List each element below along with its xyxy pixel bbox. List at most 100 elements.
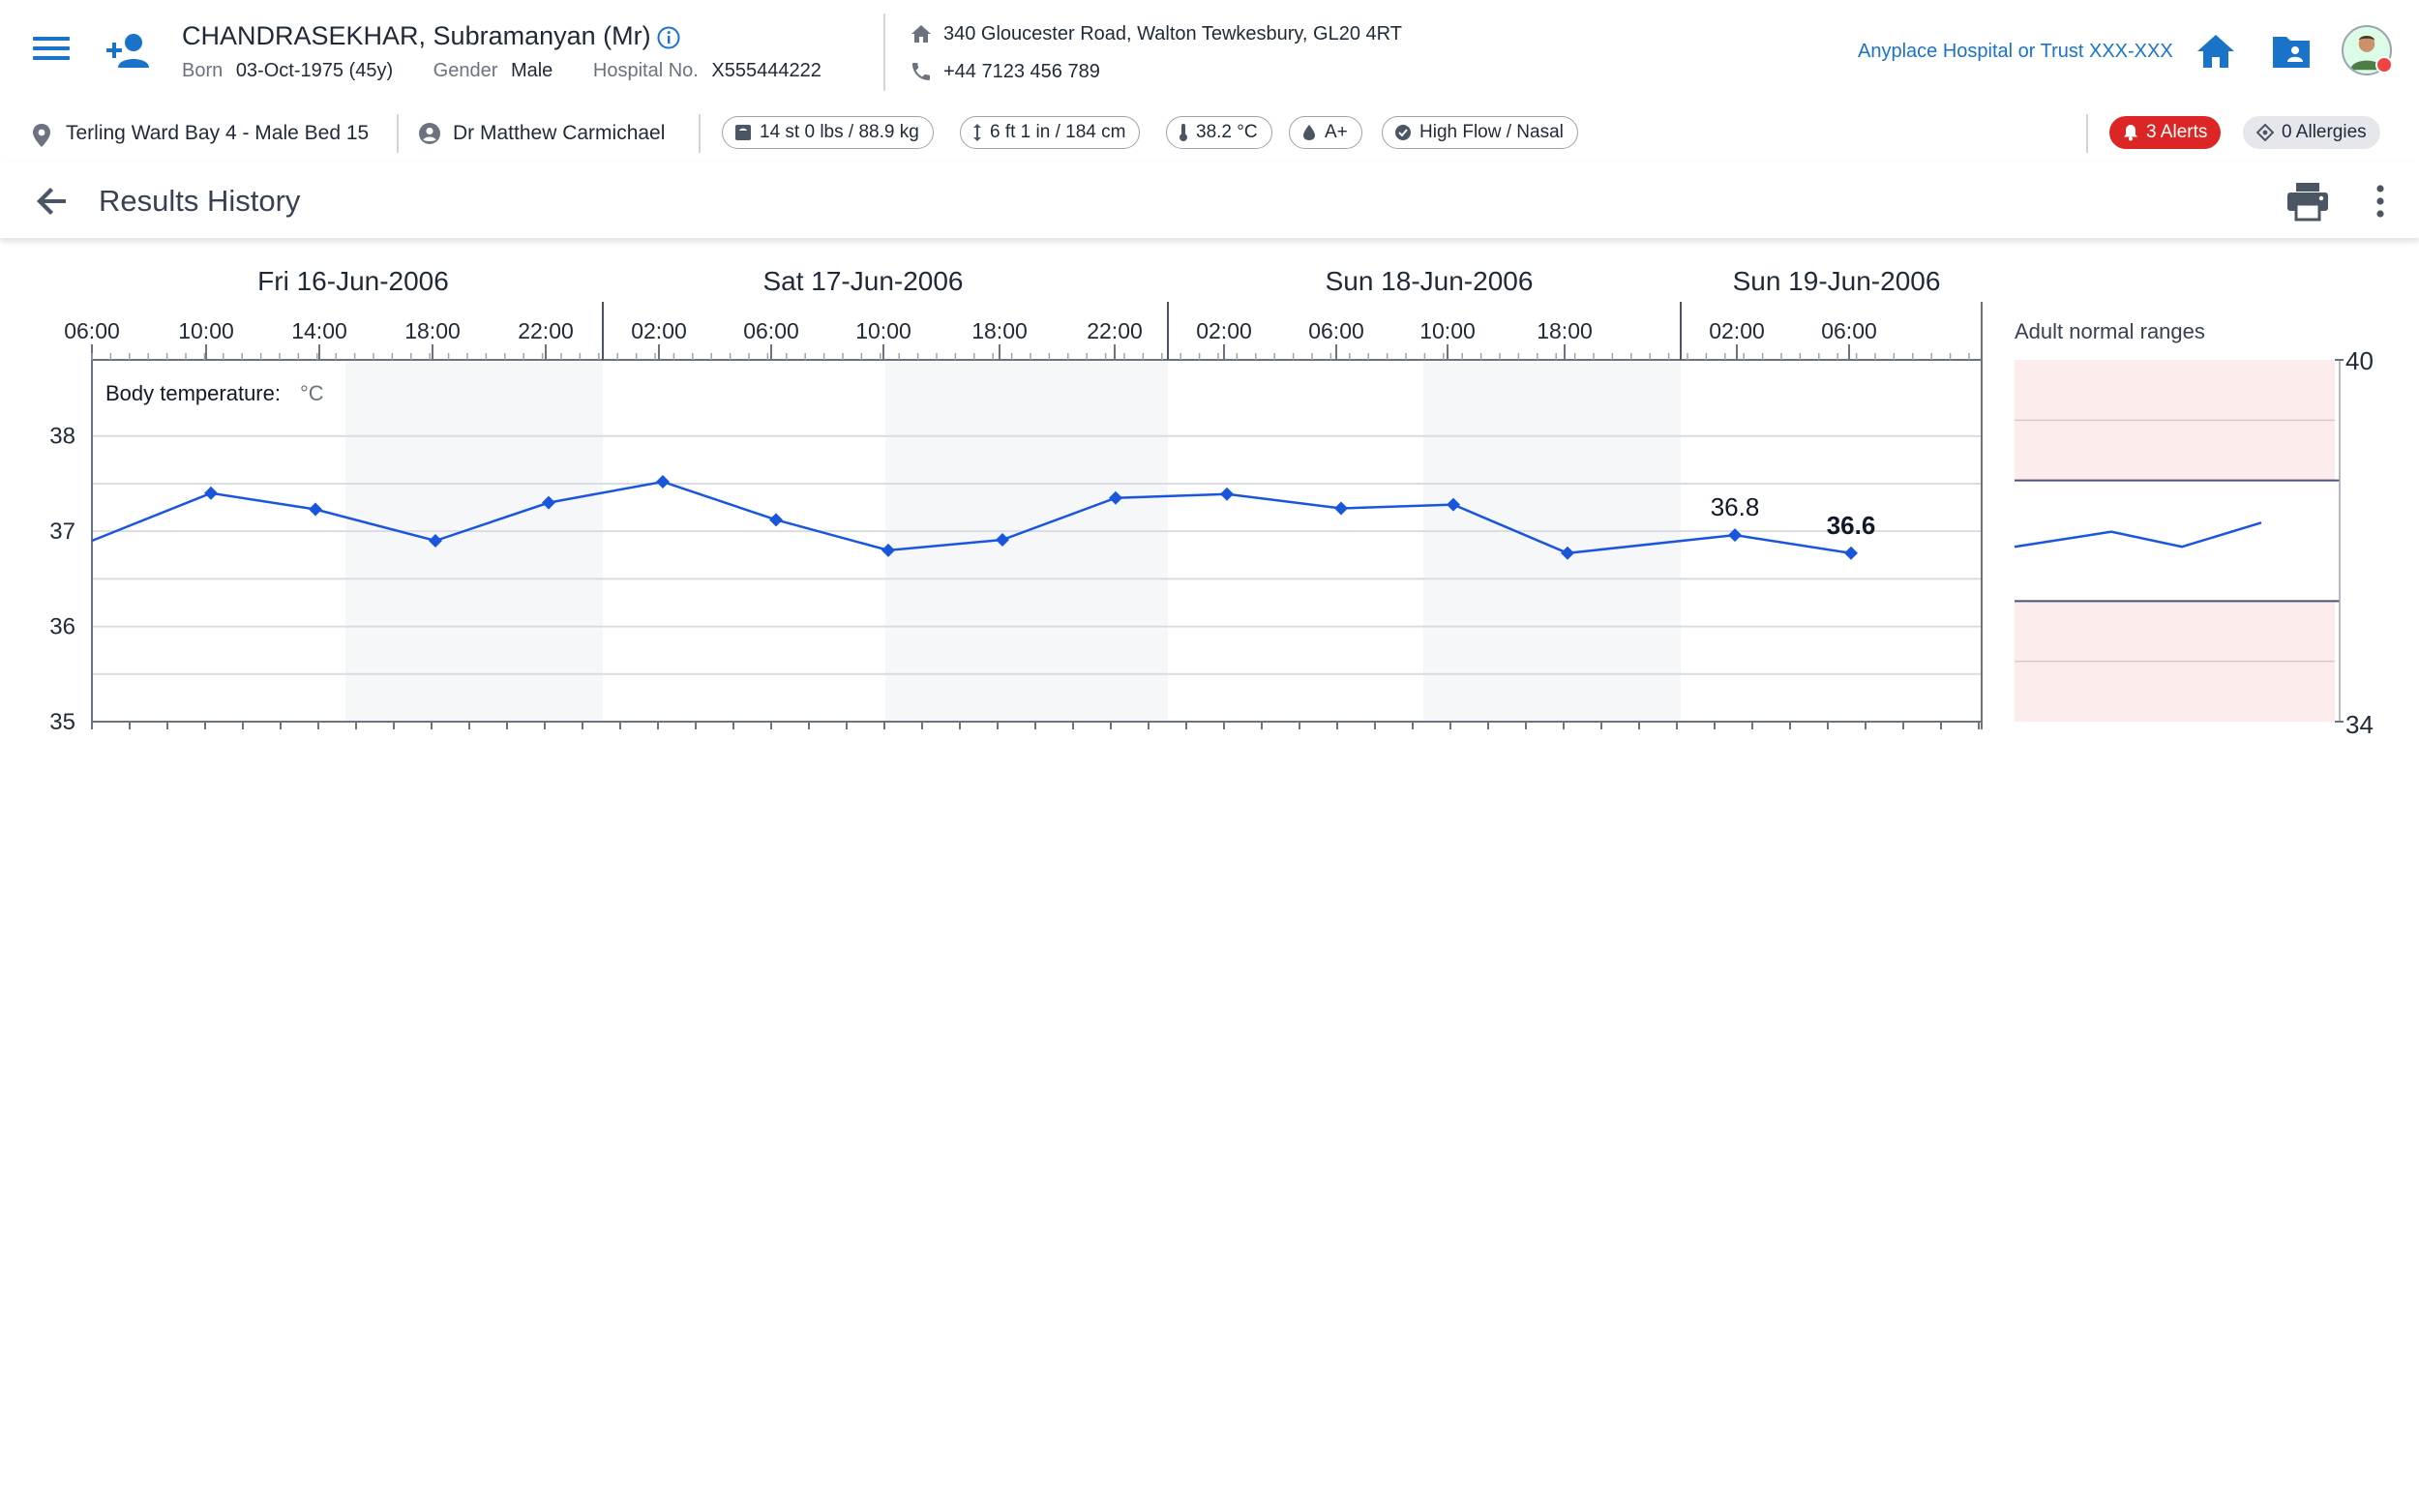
scale-icon — [735, 125, 751, 140]
data-point — [656, 474, 670, 489]
time-tick-label: 18:00 — [971, 318, 1028, 343]
chart-unit: °C — [300, 381, 324, 405]
back-arrow-icon[interactable] — [33, 182, 72, 221]
data-point — [1447, 497, 1460, 512]
divider — [2086, 114, 2088, 153]
avatar-icon — [2350, 36, 2383, 71]
status-dot — [2375, 56, 2393, 74]
time-tick-label: 02:00 — [1709, 318, 1765, 343]
divider — [699, 114, 701, 153]
time-band — [885, 360, 1168, 722]
data-point — [996, 533, 1009, 548]
ward-location: Terling Ward Bay 4 - Male Bed 15 — [66, 122, 370, 144]
bell-icon — [2124, 125, 2137, 141]
weight-value: 14 st 0 lbs / 88.9 kg — [760, 122, 919, 142]
thermometer-icon — [1180, 124, 1187, 141]
data-point — [309, 502, 322, 517]
range-max-label: 40 — [2345, 346, 2374, 375]
location-pin-icon — [33, 124, 50, 147]
day-label: Fri 16-Jun-2006 — [257, 266, 449, 296]
attending-doctor: Dr Matthew Carmichael — [453, 122, 666, 144]
y-tick-label: 38 — [49, 424, 75, 450]
check-circle-icon — [1395, 125, 1411, 140]
data-point — [429, 534, 442, 548]
data-point — [1844, 546, 1858, 560]
data-point — [542, 495, 555, 510]
height-value: 6 ft 1 in / 184 cm — [990, 122, 1126, 142]
range-sparkline — [2014, 521, 2262, 548]
alerts-badge[interactable]: 3 Alerts — [2109, 116, 2222, 149]
time-tick-label: 10:00 — [1419, 318, 1476, 343]
patient-name: CHANDRASEKHAR, Subramanyan (Mr) — [182, 21, 651, 50]
born-label: Born — [182, 60, 224, 81]
data-point — [1220, 487, 1234, 501]
oxygen-value: High Flow / Nasal — [1419, 122, 1564, 142]
blood-type-value: A+ — [1325, 122, 1348, 142]
oxygen-chip[interactable]: High Flow / Nasal — [1382, 116, 1578, 149]
temperature-chip[interactable]: 38.2 °C — [1166, 116, 1272, 149]
info-icon[interactable] — [656, 25, 681, 50]
weight-chip[interactable]: 14 st 0 lbs / 88.9 kg — [722, 116, 934, 149]
blood-drop-icon — [1303, 125, 1315, 140]
data-point — [1728, 528, 1742, 543]
time-tick-label: 22:00 — [518, 318, 574, 343]
patient-header: CHANDRASEKHAR, Subramanyan (Mr) Born 03-… — [0, 0, 2419, 106]
data-point — [769, 513, 783, 527]
divider — [397, 114, 399, 153]
phone-icon — [912, 63, 930, 80]
gender-label: Gender — [433, 60, 498, 81]
page-title: Results History — [99, 184, 301, 218]
patient-folder-icon[interactable] — [2270, 31, 2313, 72]
organisation-link[interactable]: Anyplace Hospital or Trust XXX-XXX — [1858, 41, 2173, 62]
allergies-badge[interactable]: 0 Allergies — [2243, 116, 2380, 149]
doctor-icon — [419, 123, 440, 144]
patient-demographics: Born 03-Oct-1975 (45y) Gender Male Hospi… — [182, 60, 821, 82]
time-tick-label: 02:00 — [631, 318, 687, 343]
print-icon[interactable] — [2285, 180, 2330, 222]
time-tick-label: 18:00 — [404, 318, 461, 343]
y-tick-label: 37 — [49, 519, 75, 545]
height-icon — [973, 124, 981, 141]
add-person-icon[interactable] — [105, 29, 153, 74]
time-tick-label: 14:00 — [291, 318, 347, 343]
y-tick-label: 36 — [49, 614, 75, 640]
hospital-no-value: X555444222 — [711, 60, 821, 81]
day-label: Sun 19-Jun-2006 — [1733, 266, 1941, 296]
time-tick-label: 06:00 — [1308, 318, 1364, 343]
height-chip[interactable]: 6 ft 1 in / 184 cm — [960, 116, 1141, 149]
time-tick-label: 06:00 — [1821, 318, 1877, 343]
time-band — [345, 360, 603, 722]
alerts-label: 3 Alerts — [2146, 122, 2208, 142]
time-tick-label: 02:00 — [1196, 318, 1252, 343]
home-icon[interactable] — [2195, 31, 2237, 72]
day-label: Sat 17-Jun-2006 — [762, 266, 963, 296]
menu-icon[interactable] — [29, 31, 74, 75]
born-value: 03-Oct-1975 (45y) — [235, 60, 394, 81]
time-tick-label: 10:00 — [178, 318, 234, 343]
hospital-no-label: Hospital No. — [592, 60, 699, 81]
data-point — [204, 486, 218, 500]
divider — [883, 14, 885, 91]
chart-title: Body temperature: — [105, 381, 281, 405]
gender-value: Male — [510, 60, 553, 81]
temperature-series-line — [91, 480, 1852, 555]
time-tick-label: 06:00 — [743, 318, 799, 343]
home-address-icon — [911, 25, 931, 43]
page-header: Results History — [0, 163, 2419, 238]
allergies-label: 0 Allergies — [2282, 122, 2367, 142]
time-tick-label: 22:00 — [1087, 318, 1143, 343]
data-point — [1109, 490, 1122, 505]
allergy-icon — [2256, 124, 2274, 141]
patient-address: 340 Gloucester Road, Walton Tewkesbury, … — [943, 23, 1402, 44]
time-band — [1423, 360, 1681, 722]
time-tick-label: 18:00 — [1537, 318, 1593, 343]
day-label: Sun 18-Jun-2006 — [1326, 266, 1534, 296]
blood-type-chip[interactable]: A+ — [1289, 116, 1362, 149]
more-options-icon[interactable] — [2369, 180, 2392, 222]
time-tick-label: 06:00 — [64, 318, 120, 343]
data-label: 36.6 — [1827, 511, 1876, 540]
data-point — [1561, 546, 1574, 560]
temperature-chart: Fri 16-Jun-2006 Sat 17-Jun-2006 Sun 18-Jun… — [49, 266, 2374, 739]
range-panel-title: Adult normal ranges — [2015, 319, 2205, 343]
time-tick-label: 10:00 — [855, 318, 911, 343]
